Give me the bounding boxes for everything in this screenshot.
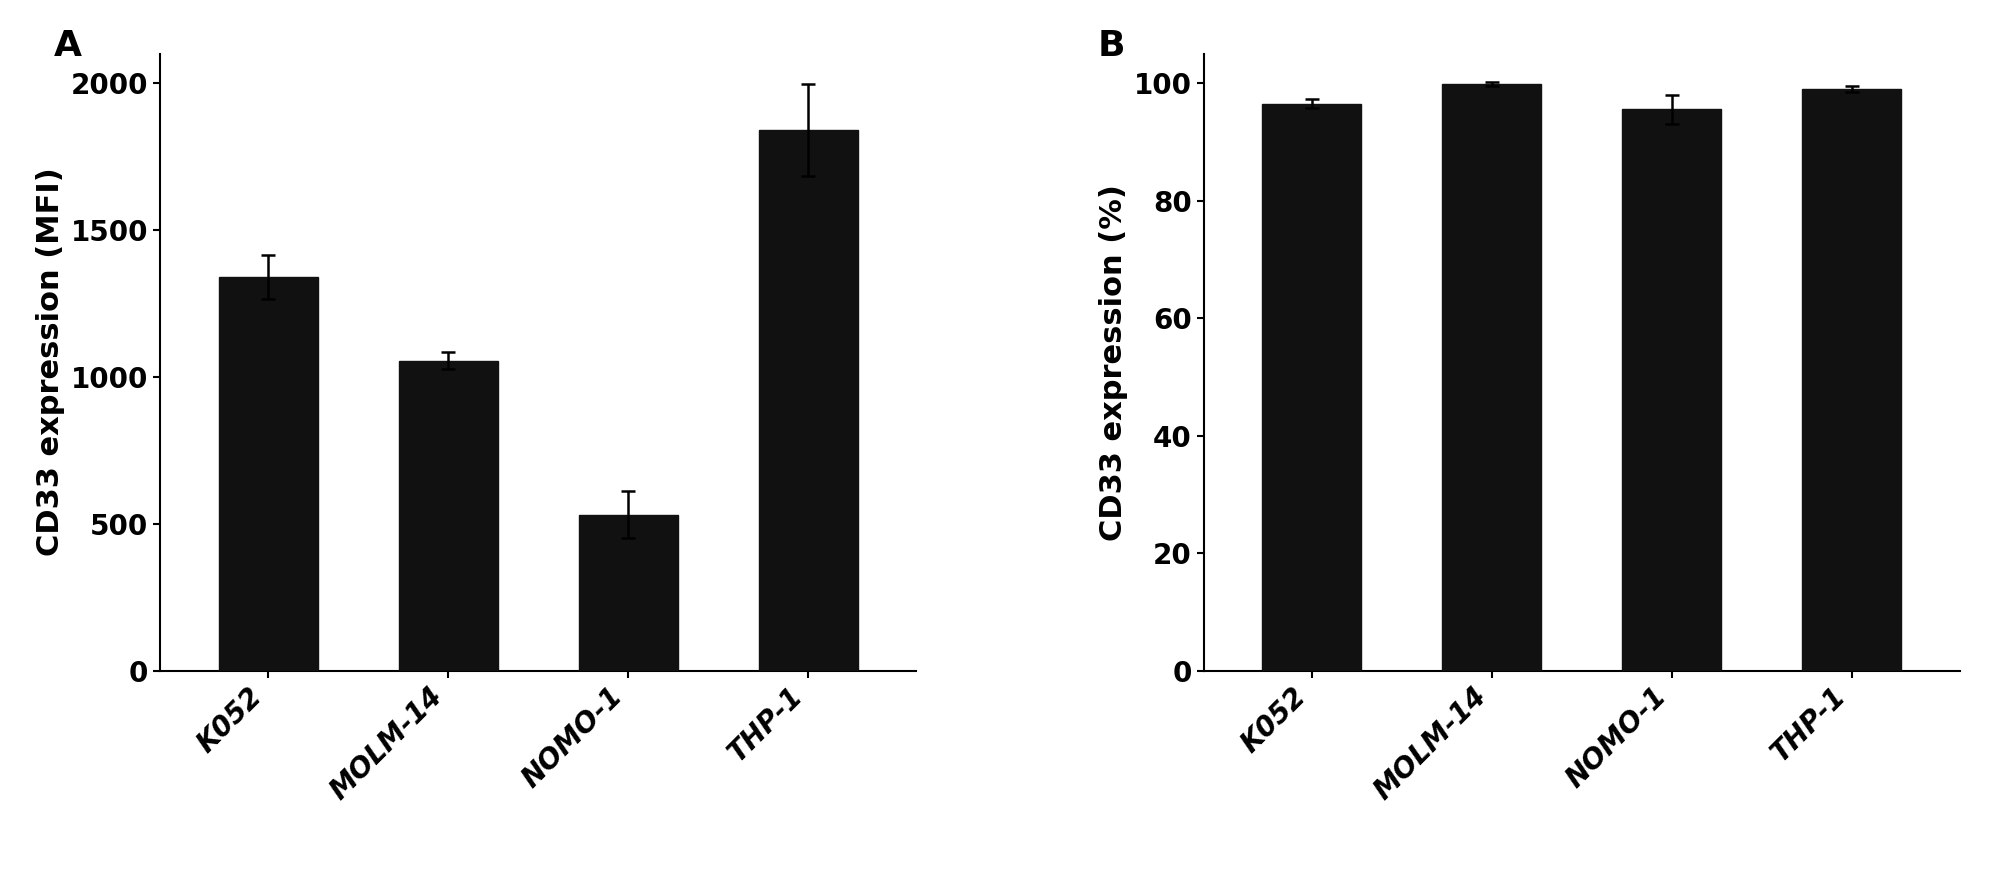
Bar bbox=[758, 130, 858, 670]
Bar bbox=[578, 515, 678, 670]
Y-axis label: CD33 expression (%): CD33 expression (%) bbox=[1100, 183, 1128, 541]
Y-axis label: CD33 expression (MFI): CD33 expression (MFI) bbox=[36, 168, 66, 556]
Bar bbox=[1622, 109, 1722, 670]
Bar bbox=[218, 277, 318, 670]
Text: A: A bbox=[54, 29, 82, 63]
Bar bbox=[398, 360, 498, 670]
Bar bbox=[1442, 84, 1542, 670]
Bar bbox=[1262, 104, 1362, 670]
Bar bbox=[1802, 89, 1902, 670]
Text: B: B bbox=[1098, 29, 1126, 63]
